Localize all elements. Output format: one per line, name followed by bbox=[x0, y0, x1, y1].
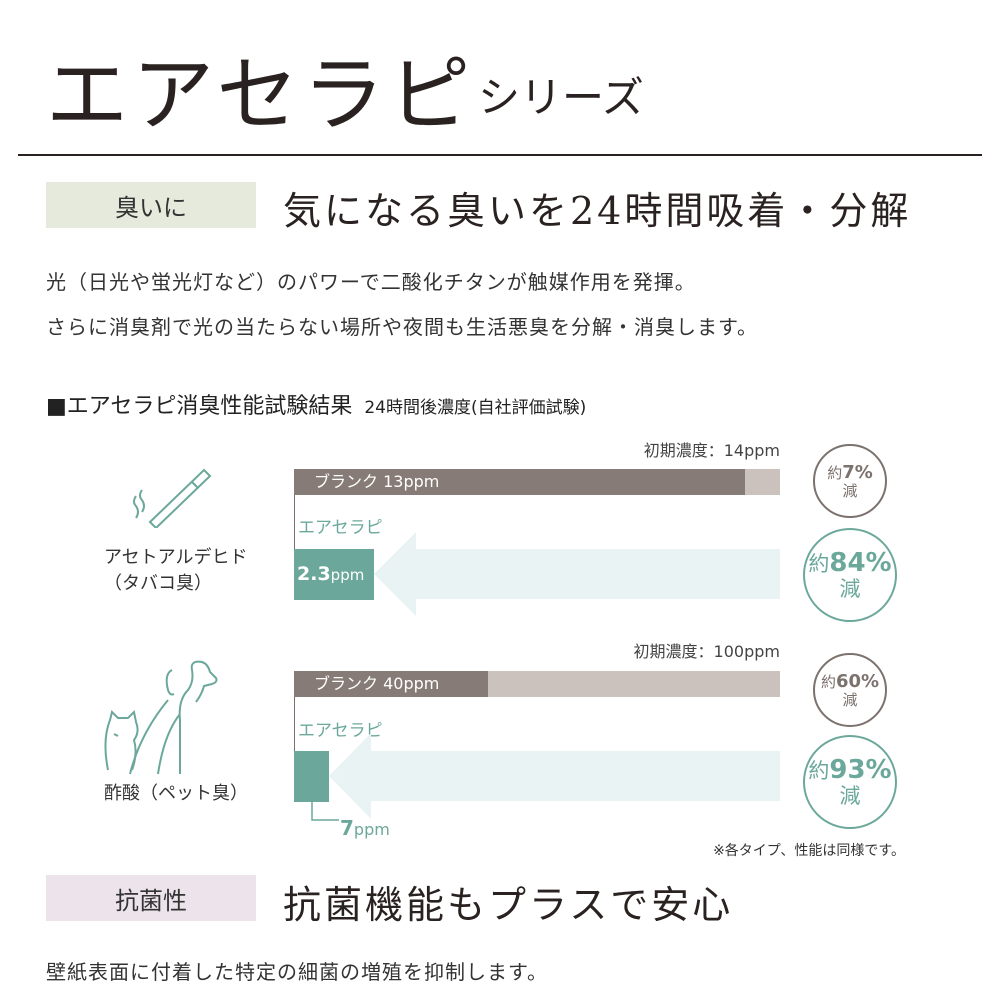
odor-sub: （タバコ臭） bbox=[104, 573, 212, 594]
product-bar: 2.3ppm bbox=[294, 549, 374, 600]
blank-bar-label: ブランク 40ppm bbox=[314, 674, 440, 693]
test-heading-text: ■エアセラピ消臭性能試験結果 bbox=[46, 394, 353, 419]
body-line: 壁紙表面に付着した特定の細菌の増殖を抑制します。 bbox=[46, 960, 548, 984]
test-heading: ■エアセラピ消臭性能試験結果 24時間後濃度(自社評価試験) bbox=[46, 388, 586, 420]
badge-num: 84% bbox=[829, 548, 892, 579]
page-subtitle: シリーズ bbox=[478, 73, 644, 122]
odor-name-text: 酢酸 bbox=[104, 783, 140, 804]
headline-odor: 気になる臭いを24時間吸着・分解 bbox=[283, 189, 912, 233]
body-line: さらに消臭剤で光の当たらない場所や夜間も生活悪臭を分解・消臭します。 bbox=[46, 315, 758, 339]
odor-name: アセトアルデヒド bbox=[104, 547, 248, 568]
product-unit: ppm bbox=[330, 566, 365, 584]
badge-num: 7% bbox=[842, 461, 873, 483]
test-heading-note: 24時間後濃度(自社評価試験) bbox=[364, 398, 587, 418]
cigarette-icon bbox=[133, 468, 212, 528]
product-label: エアセラピ bbox=[298, 721, 383, 741]
blank-reduction-badge: 約60% 減 bbox=[813, 653, 887, 727]
page-title: エアセラピ bbox=[46, 48, 475, 143]
badge-pre: 約 bbox=[820, 672, 836, 691]
tag-antibacterial: 抗菌性 bbox=[46, 875, 256, 921]
product-unit: ppm bbox=[353, 820, 390, 839]
initial-concentration: 初期濃度：100ppm bbox=[633, 642, 780, 661]
chart-axis bbox=[294, 469, 295, 600]
badge-pre: 約 bbox=[808, 552, 830, 577]
odor-name: 酢酸（ペット臭） bbox=[104, 781, 248, 806]
footnote: ※各タイプ、性能は同様です。 bbox=[713, 843, 905, 859]
headline-antibacterial: 抗菌機能もプラスで安心 bbox=[283, 883, 734, 927]
product-reduction-badge: 約84% 減 bbox=[803, 528, 897, 622]
reduction-arrow bbox=[374, 532, 780, 616]
badge-post: 減 bbox=[839, 576, 861, 601]
initial-concentration: 初期濃度：14ppm bbox=[643, 441, 780, 460]
chart-axis bbox=[294, 671, 295, 802]
blank-bar: ブランク 13ppm bbox=[294, 469, 746, 495]
blank-bar: ブランク 40ppm bbox=[294, 671, 489, 697]
product-label: エアセラピ bbox=[298, 518, 383, 538]
badge-num: 60% bbox=[835, 670, 880, 692]
badge-post: 減 bbox=[839, 783, 861, 808]
product-reduction-badge: 約93% 減 bbox=[803, 735, 897, 829]
dog-cat-icon bbox=[104, 660, 218, 775]
badge-num: 93% bbox=[829, 755, 892, 786]
odor-sub: （ペット臭） bbox=[140, 783, 248, 804]
badge-pre: 約 bbox=[808, 759, 830, 784]
blank-bar-label: ブランク 13ppm bbox=[314, 472, 440, 491]
product-value: 2.3 bbox=[297, 563, 331, 585]
leader-line bbox=[311, 776, 339, 821]
badge-post: 減 bbox=[842, 690, 858, 709]
product-value: 7 bbox=[340, 816, 354, 840]
badge-post: 減 bbox=[842, 481, 858, 500]
badge-pre: 約 bbox=[827, 463, 843, 482]
tag-odor: 臭いに bbox=[46, 182, 256, 228]
reduction-arrow bbox=[329, 733, 780, 819]
divider bbox=[18, 154, 982, 156]
product-value-label: 7ppm bbox=[340, 816, 390, 840]
body-line: 光（日光や蛍光灯など）のパワーで二酸化チタンが触媒作用を発揮。 bbox=[46, 270, 696, 294]
blank-reduction-badge: 約7% 減 bbox=[813, 444, 887, 518]
